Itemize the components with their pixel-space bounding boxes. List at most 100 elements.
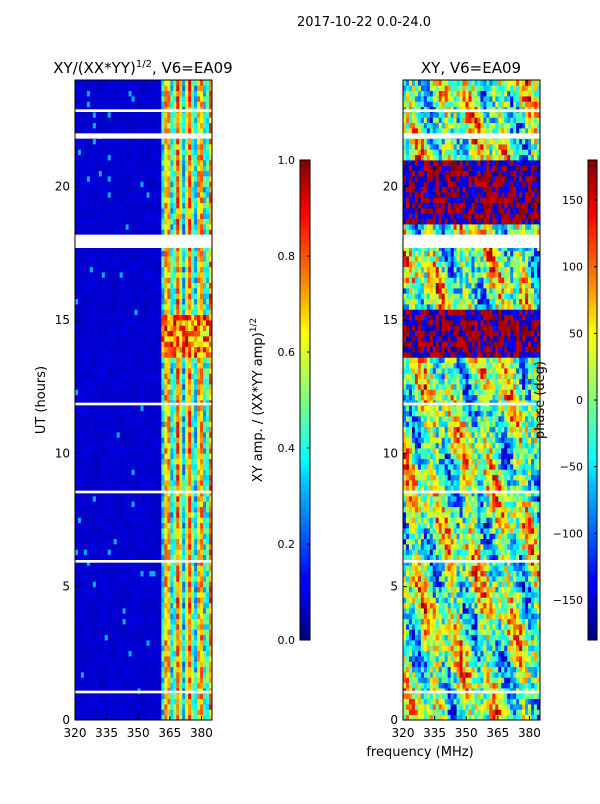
amp-heatmap-cell: [146, 80, 150, 86]
amp-heatmap-cell: [98, 378, 103, 385]
amp-heatmap-cell: [179, 581, 183, 588]
amp-heatmap-cell: [116, 522, 121, 529]
amp-heatmap-cell: [191, 218, 195, 225]
amp-heatmap-cell: [77, 560, 82, 566]
amp-heatmap-cell: [152, 378, 156, 385]
amp-heatmap-cell: [155, 394, 159, 401]
amp-heatmap-cell: [137, 405, 141, 412]
amp-heatmap-cell: [98, 85, 103, 92]
amp-heatmap-cell: [83, 250, 88, 257]
amp-heatmap-cell: [113, 554, 118, 561]
amp-heatmap-cell: [116, 576, 121, 582]
amp-heatmap-cell: [134, 501, 138, 508]
amp-heatmap-cell: [182, 560, 186, 566]
amp-heatmap-cell: [119, 576, 124, 582]
amp-heatmap-cell: [101, 80, 106, 86]
amp-heatmap-cell: [80, 506, 85, 513]
amp-heatmap-cell: [158, 640, 162, 646]
amp-heatmap-cell: [173, 570, 177, 577]
amp-heatmap-cell: [143, 522, 147, 529]
amp-heatmap-cell: [131, 474, 135, 481]
amp-heatmap-cell: [77, 650, 82, 657]
amp-heatmap-cell: [164, 325, 168, 332]
amp-heatmap-cell: [86, 602, 91, 609]
amp-heatmap-cell: [80, 176, 85, 182]
amp-heatmap-cell: [101, 384, 106, 390]
amp-heatmap-cell: [143, 512, 147, 518]
amp-heatmap-cell: [119, 197, 124, 204]
amp-heatmap-cell: [185, 442, 189, 449]
amp-heatmap-cell: [197, 485, 201, 492]
amp-heatmap-cell: [173, 565, 177, 572]
amp-heatmap-cell: [92, 341, 97, 348]
amp-heatmap-cell: [80, 496, 85, 502]
amp-heatmap-cell: [101, 293, 106, 300]
amp-heatmap-cell: [137, 608, 141, 614]
amp-heatmap-cell: [104, 144, 109, 150]
amp-heatmap-cell: [146, 165, 150, 172]
amp-heatmap-cell: [194, 325, 198, 332]
amp-heatmap-cell: [107, 565, 112, 572]
amp-heatmap-cell: [86, 650, 91, 657]
amp-heatmap-cell: [155, 357, 159, 364]
amp-heatmap-cell: [194, 314, 198, 321]
amp-heatmap-cell: [98, 666, 103, 673]
amp-heatmap-cell: [155, 378, 159, 385]
amp-heatmap-cell: [110, 245, 115, 252]
amp-heatmap-cell: [173, 245, 177, 252]
amp-heatmap-cell: [161, 202, 165, 209]
amp-heatmap-cell: [110, 208, 115, 214]
amp-heatmap-cell: [185, 661, 189, 668]
amp-heatmap-cell: [75, 581, 79, 588]
amp-heatmap-cell: [164, 629, 168, 636]
amp-heatmap-cell: [92, 202, 97, 209]
amp-heatmap-cell: [92, 282, 97, 289]
amp-heatmap-cell: [119, 704, 124, 710]
amp-heatmap-cell: [119, 229, 124, 236]
amp-heatmap-cell: [131, 85, 135, 92]
amp-heatmap-cell: [158, 693, 162, 700]
amp-heatmap-cell: [107, 458, 112, 465]
amp-heatmap-cell: [104, 245, 109, 252]
amp-heatmap-cell: [116, 485, 121, 492]
amp-heatmap-cell: [176, 464, 180, 470]
amp-heatmap-cell: [95, 618, 100, 625]
amp-heatmap-cell: [107, 426, 112, 433]
amp-heatmap-cell: [170, 112, 174, 118]
amp-heatmap-cell: [122, 250, 127, 257]
amp-heatmap-cell: [173, 421, 177, 428]
amp-heatmap-cell: [128, 229, 132, 236]
amp-heatmap-cell: [128, 224, 132, 230]
amp-heatmap-cell: [191, 522, 195, 529]
amp-heatmap-cell: [194, 309, 198, 316]
amp-heatmap-cell: [155, 224, 159, 230]
amp-heatmap-cell: [134, 570, 138, 577]
amp-heatmap-cell: [173, 458, 177, 465]
amp-heatmap-cell: [176, 122, 180, 129]
amp-heatmap-cell: [128, 122, 132, 129]
amp-heatmap-cell: [75, 709, 79, 716]
amp-heatmap-cell: [143, 389, 147, 396]
amp-heatmap-cell: [116, 570, 121, 577]
amp-heatmap-cell: [86, 277, 91, 284]
amp-heatmap-cell: [125, 410, 130, 417]
amp-heatmap-cell: [152, 309, 156, 316]
amp-heatmap-cell: [164, 645, 168, 652]
amp-heatmap-cell: [116, 501, 121, 508]
amp-heatmap-cell: [77, 576, 82, 582]
amp-heatmap-cell: [77, 261, 82, 268]
amp-heatmap-cell: [83, 202, 88, 209]
amp-heatmap-cell: [86, 208, 91, 214]
amp-heatmap-cell: [188, 154, 192, 161]
amp-heatmap-cell: [191, 560, 195, 566]
amp-heatmap-cell: [167, 442, 171, 449]
amp-heatmap-cell: [80, 202, 85, 209]
amp-heatmap-cell: [170, 378, 174, 385]
amp-heatmap-cell: [134, 192, 138, 198]
amp-heatmap-cell: [104, 362, 109, 369]
amp-heatmap-cell: [113, 128, 118, 134]
amp-heatmap-cell: [164, 117, 168, 124]
amp-heatmap-cell: [80, 304, 85, 310]
amp-heatmap-cell: [179, 490, 183, 497]
amp-heatmap-cell: [75, 650, 79, 657]
